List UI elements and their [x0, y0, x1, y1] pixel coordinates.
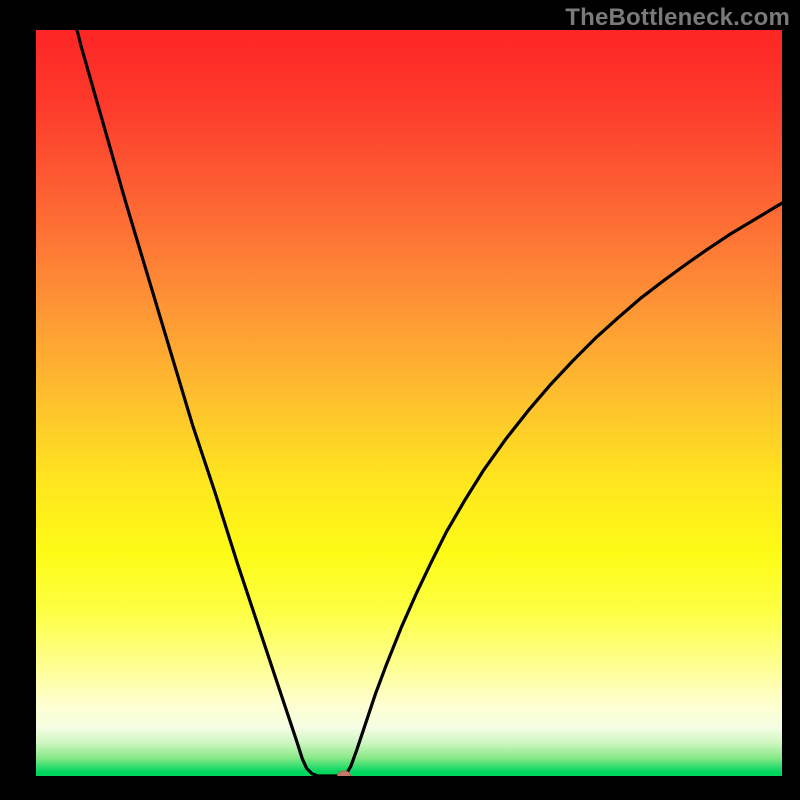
watermark-text: TheBottleneck.com: [565, 4, 790, 32]
gradient-background: [36, 30, 782, 776]
plot-area: [36, 30, 782, 776]
chart-container: TheBottleneck.com: [0, 0, 800, 800]
chart-svg: [36, 30, 782, 776]
